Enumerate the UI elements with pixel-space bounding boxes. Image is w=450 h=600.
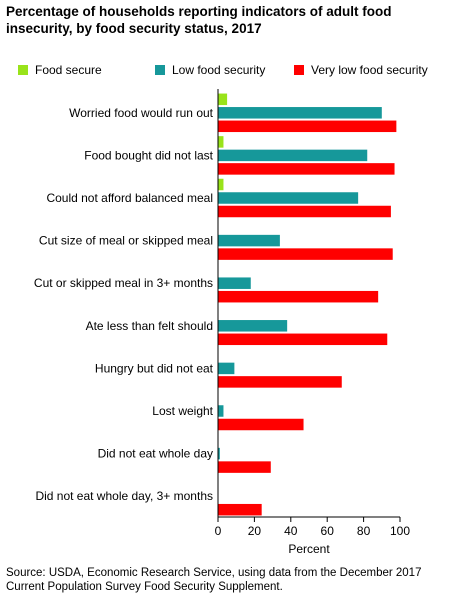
bar-low-food-security (218, 320, 288, 332)
category-label: Worried food would run out (69, 106, 214, 120)
bar-very-low-food-security (218, 205, 391, 218)
x-axis-title: Percent (288, 542, 330, 556)
category-label: Ate less than felt should (86, 319, 213, 333)
category-label: Hungry but did not eat (95, 361, 214, 375)
category-label: Food bought did not last (84, 148, 213, 162)
legend-item-very-low-food-security: Very low food security (294, 63, 428, 77)
category-label: Did not eat whole day, 3+ months (35, 489, 213, 503)
x-tick-label: 20 (248, 524, 262, 538)
bar-low-food-security (218, 277, 251, 289)
bar-very-low-food-security (218, 418, 304, 431)
bar-food-secure (218, 93, 228, 106)
bar-chart: Worried food would run out Food bought di… (34, 89, 410, 556)
bar-low-food-security (218, 362, 235, 375)
x-tick-label: 40 (284, 524, 298, 538)
bar-very-low-food-security (218, 333, 388, 346)
category-label: Did not eat whole day (98, 447, 213, 461)
category-label: Cut size of meal or skipped meal (39, 234, 213, 248)
bar-low-food-security (218, 447, 220, 460)
bar-very-low-food-security (218, 461, 271, 473)
x-tick-label: 0 (215, 524, 222, 538)
legend-item-food-secure: Food secure (18, 63, 102, 77)
category-label: Lost weight (152, 404, 213, 418)
bar-very-low-food-security (218, 248, 393, 260)
bar-low-food-security (218, 107, 382, 119)
chart-legend: Food secure Low food security Very low f… (18, 63, 442, 79)
category-label: Could not afford balanced meal (46, 191, 213, 205)
bar-food-secure (218, 178, 224, 191)
chart-title: Percentage of households reporting indic… (6, 4, 392, 36)
legend-label-very-low-food-security: Very low food security (311, 63, 428, 77)
source-note: Source: USDA, Economic Research Service,… (6, 567, 422, 593)
legend-label-food-secure: Food secure (35, 63, 102, 77)
legend-swatch-low-food-security (155, 65, 165, 75)
x-tick-label: 80 (357, 524, 371, 538)
bar-food-secure (218, 136, 224, 148)
x-tick-label: 60 (321, 524, 335, 538)
bar-low-food-security (218, 149, 368, 162)
bar-very-low-food-security (218, 290, 379, 303)
bar-low-food-security (218, 234, 280, 247)
x-tick-label: 100 (390, 524, 410, 538)
legend-item-low-food-security: Low food security (155, 63, 265, 77)
bar-low-food-security (218, 192, 359, 204)
legend-label-low-food-security: Low food security (172, 63, 266, 77)
bar-low-food-security (218, 405, 224, 417)
bar-very-low-food-security (218, 503, 262, 516)
category-label: Cut or skipped meal in 3+ months (34, 276, 213, 290)
bar-very-low-food-security (218, 376, 342, 388)
bar-very-low-food-security (218, 120, 397, 133)
legend-swatch-very-low-food-security (294, 65, 304, 75)
legend-swatch-food-secure (18, 65, 28, 75)
bar-very-low-food-security (218, 163, 395, 175)
